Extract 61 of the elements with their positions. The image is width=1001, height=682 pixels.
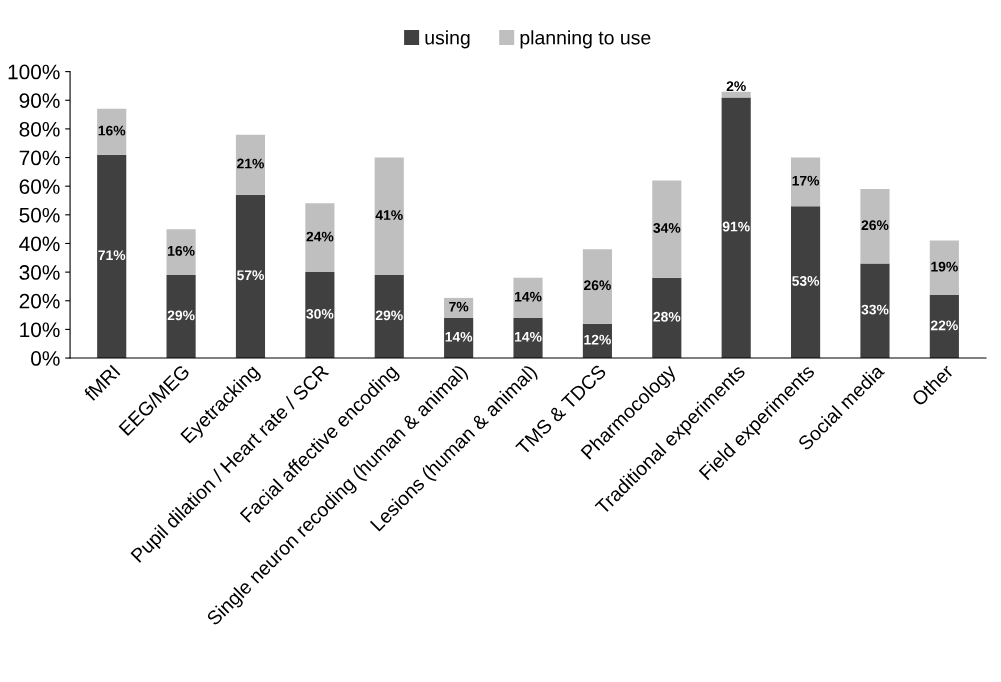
bar: [929, 295, 959, 359]
data-label: 71%: [98, 250, 126, 261]
y-tick-label: 70%: [19, 150, 60, 166]
data-label: 16%: [168, 245, 195, 256]
data-label: 34%: [653, 223, 681, 233]
y-tick-label: 90%: [19, 93, 60, 109]
y-tick-label: 60%: [19, 179, 60, 194]
bar: [652, 180, 682, 278]
data-label: 57%: [237, 270, 265, 281]
bar: [166, 229, 196, 275]
bar: [374, 274, 404, 359]
bar: [166, 274, 196, 359]
bar: [582, 249, 612, 324]
bar: [305, 203, 335, 273]
bar: [721, 97, 751, 359]
data-label: 30%: [306, 308, 334, 319]
bar: [929, 240, 959, 296]
data-label: 29%: [375, 310, 403, 321]
bar: [791, 157, 821, 207]
y-tick-label: 20%: [19, 293, 60, 309]
data-label: 14%: [515, 291, 542, 302]
data-label: 14%: [515, 331, 542, 342]
y-tick-label: 100%: [8, 64, 60, 80]
data-label: 12%: [584, 334, 611, 345]
legend-label: planning to use: [520, 30, 651, 49]
y-tick-label: 30%: [19, 265, 60, 280]
y-tick-label: 80%: [19, 121, 60, 137]
bar: [305, 272, 335, 359]
bar: [97, 154, 127, 359]
data-label: 7%: [449, 301, 469, 312]
y-tick-label: 50%: [19, 207, 60, 223]
bar: [513, 277, 543, 318]
data-label: 21%: [237, 158, 265, 169]
bar: [860, 263, 890, 359]
bar: [513, 317, 543, 359]
y-tick-label: 10%: [20, 322, 60, 338]
data-label: 26%: [584, 280, 611, 291]
data-label: 14%: [445, 331, 473, 342]
data-label: 29%: [167, 310, 195, 321]
data-label: 26%: [861, 220, 889, 231]
data-label: 91%: [722, 221, 750, 232]
bar: [652, 277, 682, 359]
data-label: 53%: [792, 276, 820, 286]
data-label: 2%: [726, 81, 746, 92]
data-label: 28%: [653, 311, 681, 322]
y-tick-label: 0%: [31, 351, 60, 366]
legend-label: using: [425, 30, 470, 49]
y-tick-label: 40%: [19, 236, 60, 252]
bar: [374, 157, 404, 275]
bar: [235, 194, 266, 359]
bar: [235, 134, 266, 195]
data-label: 22%: [930, 320, 958, 331]
data-label: 41%: [375, 210, 403, 220]
data-label: 16%: [98, 125, 126, 136]
bar: [97, 108, 127, 155]
data-label: 24%: [306, 231, 334, 242]
bar: [860, 189, 890, 264]
data-label: 19%: [931, 261, 958, 272]
data-label: 17%: [792, 175, 820, 186]
data-label: 33%: [861, 304, 889, 315]
bar: [791, 206, 821, 359]
